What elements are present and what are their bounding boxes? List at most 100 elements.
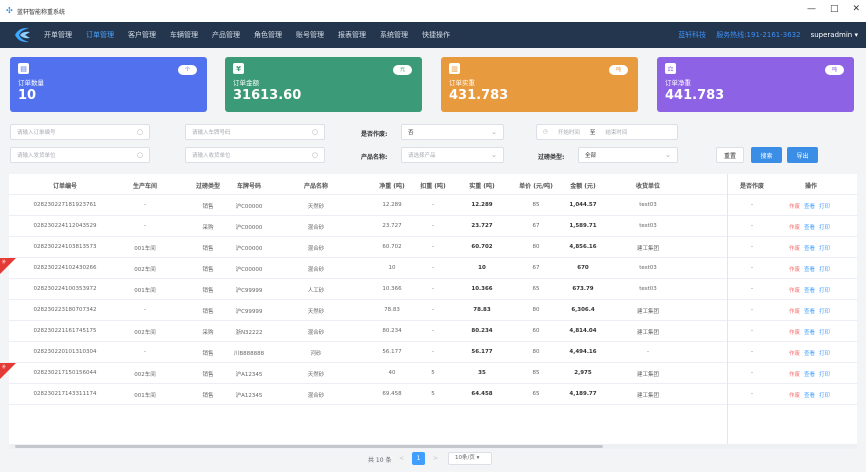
view-link[interactable]: 查看 [804,351,816,357]
column-header[interactable]: 金额 (元) [570,183,596,190]
print-link[interactable]: 打印 [819,246,831,252]
void-link[interactable]: 作废 [789,225,801,231]
cell-no: 028230223180707342 [33,307,97,313]
plate-input[interactable]: 请输入车牌号码 ○ [185,124,325,140]
column-header[interactable]: 车牌号码 [236,183,262,190]
nav-item[interactable]: 报表管理 [338,31,366,39]
column-header[interactable]: 是否作废 [739,183,765,190]
shipper-input[interactable]: 请输入发货单位 ○ [10,147,150,163]
chevron-down-icon: ⌄ [491,128,497,136]
print-link[interactable]: 打印 [819,393,831,399]
table-row[interactable]: 028230224103813573 001车间 销售 沪C00000 混合砂 60.70… [9,237,857,258]
user-menu[interactable]: superadmin ▾ [811,31,858,39]
close-button[interactable]: ✕ [852,4,860,14]
table-row[interactable]: 补 028230217150156044 002车间 销售 沪A12345 天然砂 40 5 3… [0,363,857,384]
column-header[interactable]: 订单编号 [52,183,78,190]
cell-actual: 60.702 [471,244,493,250]
column-header[interactable]: 产品名称 [303,183,329,190]
void-link[interactable]: 作废 [789,246,801,252]
scrollbar-thumb[interactable] [15,445,603,448]
print-link[interactable]: 打印 [819,267,831,273]
view-link[interactable]: 查看 [804,267,816,273]
table-row[interactable]: 028230221161745175 002车间 采购 浙N32222 混合砂 80.23… [9,321,857,342]
reset-button[interactable]: 重置 [716,147,744,163]
void-link[interactable]: 作废 [789,288,801,294]
print-link[interactable]: 打印 [819,204,831,210]
voided-select[interactable]: 否 ⌄ [401,124,504,140]
void-link[interactable]: 作废 [789,330,801,336]
table-row[interactable]: 028230220101310304 - 销售 川B888888 河砂 56.177 - 56… [9,342,857,363]
nav-item[interactable]: 系统管理 [380,31,408,39]
print-link[interactable]: 打印 [819,309,831,315]
stat-value: 431.783 [449,88,509,103]
date-range-picker[interactable]: ◷ 开始时间 至 结束时间 [536,124,678,140]
cell-amount: 2,975 [574,370,592,376]
column-header[interactable]: 收货单位 [635,183,661,190]
nav-item[interactable]: 客户管理 [128,31,156,39]
print-link[interactable]: 打印 [819,225,831,231]
nav-item[interactable]: 车辆管理 [170,31,198,39]
maximize-button[interactable]: □ [829,4,839,14]
nav-item[interactable]: 产品管理 [212,31,240,39]
nav-item[interactable]: 订单管理 [86,31,114,39]
column-header[interactable]: 实重 (吨) [469,183,495,190]
view-link[interactable]: 查看 [804,330,816,336]
receiver-input[interactable]: 请输入收货单位 ○ [185,147,325,163]
weigh-type-select[interactable]: 全部 ⌄ [578,147,678,163]
view-link[interactable]: 查看 [804,204,816,210]
view-link[interactable]: 查看 [804,372,816,378]
search-button[interactable]: 搜索 [751,147,782,163]
view-link[interactable]: 查看 [804,288,816,294]
table-row[interactable]: 028230217143311174 001车间 销售 沪A12345 混合砂 69.45… [9,384,857,405]
row-actions: 作废 查看 打印 [789,202,830,210]
page-1-button[interactable]: 1 [412,452,425,465]
row-actions: 作废 查看 打印 [789,244,830,252]
cell-ws: - [144,202,146,208]
calendar-icon: ◷ [543,129,548,135]
voided-label: 是否作废: [361,131,388,138]
cell-plate: 沪C00000 [235,204,263,210]
void-link[interactable]: 作废 [789,351,801,357]
nav-item[interactable]: 开单管理 [44,31,72,39]
void-link[interactable]: 作废 [789,309,801,315]
order-no-input[interactable]: 请输入订单编号 ○ [10,124,150,140]
view-link[interactable]: 查看 [804,393,816,399]
table-row[interactable]: 补 028230224102430266 002车间 销售 沪C00000 混合砂 10 - 1… [0,258,857,279]
table-row[interactable]: 0282302271819237​61 - 销售 沪C00000 天然砂 12.289 - 1… [9,195,857,216]
row-actions: 作废 查看 打印 [789,223,830,231]
void-link[interactable]: 作废 [789,372,801,378]
column-header[interactable]: 生产车间 [132,183,158,190]
row-actions: 作废 查看 打印 [789,265,830,273]
page-size-select[interactable]: 10条/页 ▾ [448,452,492,465]
product-select[interactable]: 请选择产品 ⌄ [401,147,504,163]
view-link[interactable]: 查看 [804,246,816,252]
view-link[interactable]: 查看 [804,309,816,315]
nav-item[interactable]: 账号管理 [296,31,324,39]
next-page-button[interactable]: > [429,452,442,465]
column-header[interactable]: 扣重 (吨) [420,183,446,190]
nav-item[interactable]: 角色管理 [254,31,282,39]
column-header[interactable]: 单价 (元/吨) [519,183,553,190]
prev-page-button[interactable]: < [395,452,408,465]
print-link[interactable]: 打印 [819,351,831,357]
minimize-button[interactable]: — [806,4,816,14]
view-link[interactable]: 查看 [804,225,816,231]
void-link[interactable]: 作废 [789,204,801,210]
column-header[interactable]: 净重 (吨) [379,183,405,190]
void-link[interactable]: 作废 [789,393,801,399]
export-button[interactable]: 导出 [787,147,818,163]
print-link[interactable]: 打印 [819,330,831,336]
table-row[interactable]: 028230224100353972 001车间 销售 沪C99999 人工砂 10.36… [9,279,857,300]
column-header[interactable]: 操作 [804,183,818,190]
nav-item[interactable]: 快捷操作 [422,31,450,39]
cell-actual: 12.289 [471,202,493,208]
table-row[interactable]: 028230224112043529 - 采购 沪C00000 混合砂 23.727 - 23… [9,216,857,237]
horizontal-scrollbar[interactable] [9,444,857,449]
print-link[interactable]: 打印 [819,372,831,378]
column-header[interactable]: 过磅类型 [195,183,221,190]
void-link[interactable]: 作废 [789,267,801,273]
print-link[interactable]: 打印 [819,288,831,294]
cell-amount: 4,494.16 [569,349,597,355]
cell-actual: 35 [478,370,486,376]
table-row[interactable]: 028230223180707342 - 销售 沪C99999 天然砂 78.83 - 78.… [9,300,857,321]
